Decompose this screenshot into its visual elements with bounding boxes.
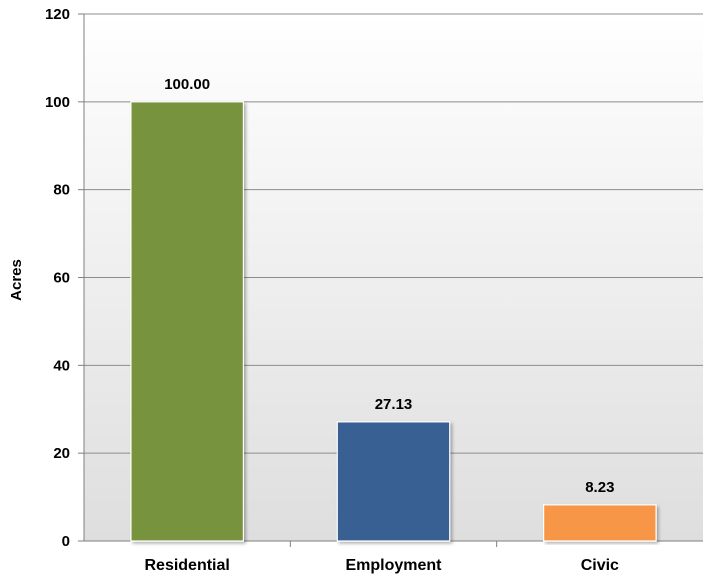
y-tick-label: 80 bbox=[53, 182, 70, 199]
y-tick-label: 20 bbox=[53, 445, 70, 462]
y-axis-title: Acres bbox=[8, 259, 25, 301]
bar-civic bbox=[543, 504, 657, 542]
y-tick-label: 40 bbox=[53, 357, 70, 374]
bar-employment bbox=[336, 421, 451, 542]
data-label-residential: 100.00 bbox=[164, 76, 210, 93]
bars bbox=[130, 101, 657, 542]
bar-residential bbox=[130, 101, 244, 542]
x-category-label: Residential bbox=[144, 557, 229, 574]
data-label-civic: 8.23 bbox=[585, 479, 614, 496]
data-label-employment: 27.13 bbox=[375, 396, 413, 413]
y-tick-label: 60 bbox=[53, 270, 70, 287]
x-category-label: Civic bbox=[581, 557, 619, 574]
y-tick-label: 100 bbox=[45, 94, 70, 111]
y-tick-label: 0 bbox=[62, 533, 70, 550]
labels: 0 20 40 60 80 100 120 100.00 Residential 27.13 Emp… bbox=[45, 6, 619, 574]
y-tick-label: 120 bbox=[45, 6, 70, 23]
x-category-label: Employment bbox=[345, 557, 442, 574]
